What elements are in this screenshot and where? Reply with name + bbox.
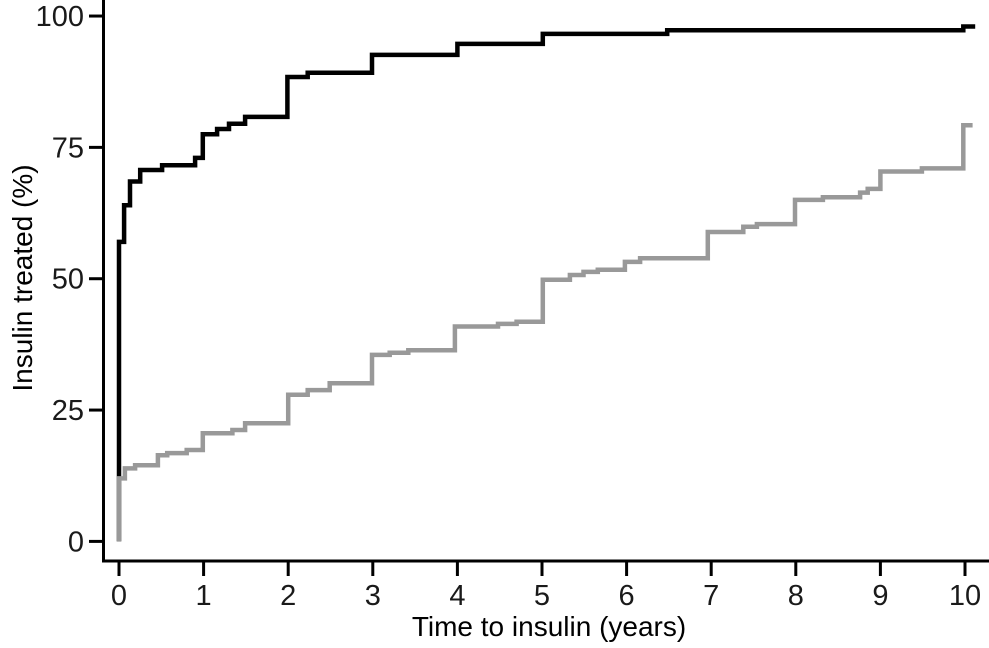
x-tick-label: 2 [280,580,296,612]
y-tick-label: 100 [36,1,84,33]
x-tick-label: 0 [111,580,127,612]
black-curve [116,24,976,542]
x-tick-label: 9 [872,580,888,612]
y-tick-label: 50 [52,264,84,296]
x-tick-label: 8 [788,580,804,612]
x-tick-label: 1 [196,580,212,612]
x-axis-title: Time to insulin (years) [411,611,687,642]
x-tick-label: 3 [365,580,381,612]
y-tick-label: 0 [68,526,84,558]
y-tick-label: 75 [52,132,84,164]
x-tick-label: 5 [534,580,550,612]
y-tick-label: 25 [52,395,84,427]
y-axis-title: Insulin treated (%) [7,164,38,392]
x-tick-label: 6 [619,580,635,612]
gray-curve [116,123,973,542]
x-tick-label: 10 [949,580,981,612]
x-tick-label: 4 [449,580,465,612]
x-tick-label: 7 [703,580,719,612]
